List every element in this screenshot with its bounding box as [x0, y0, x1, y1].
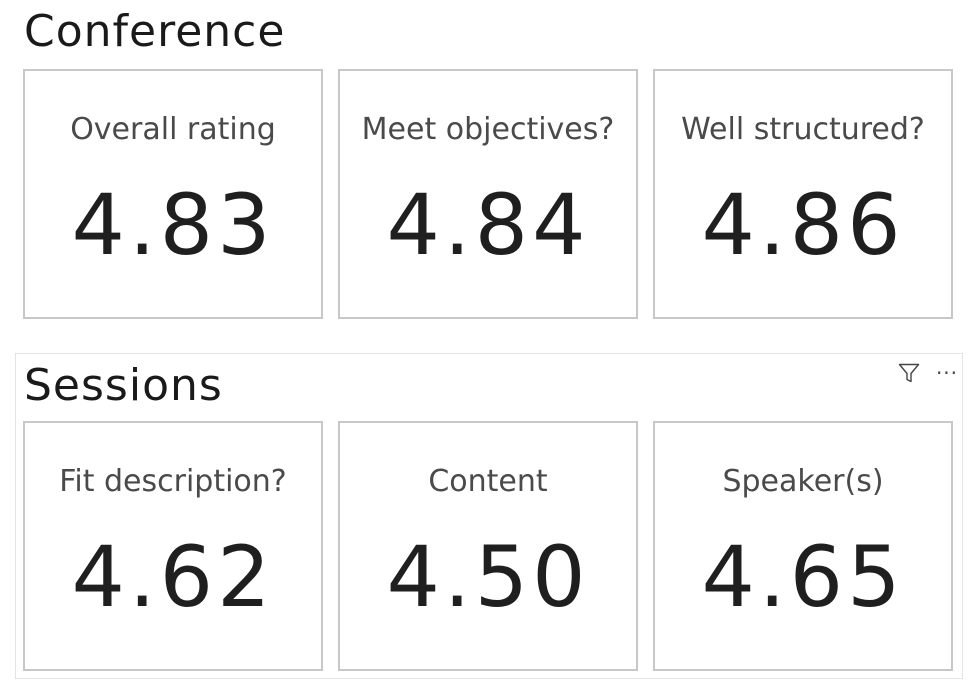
more-options-icon[interactable]: ··· [934, 360, 960, 386]
card-fit-description[interactable]: Fit description? 4.62 [23, 421, 323, 671]
card-label: Meet objectives? [361, 112, 615, 147]
more-options-glyph: ··· [935, 361, 959, 385]
card-label: Overall rating [70, 112, 276, 147]
card-value: 4.84 [386, 176, 590, 274]
card-value: 4.83 [71, 176, 275, 274]
visual-header: ··· [896, 360, 960, 386]
sessions-visual-frame[interactable] [15, 353, 963, 679]
card-label: Content [428, 464, 548, 499]
sessions-title: Sessions [24, 360, 223, 411]
conference-title: Conference [24, 6, 286, 57]
card-label: Speaker(s) [722, 464, 884, 499]
card-label: Well structured? [681, 112, 925, 147]
card-meet-objectives[interactable]: Meet objectives? 4.84 [338, 69, 638, 319]
card-value: 4.86 [701, 176, 905, 274]
card-overall-rating[interactable]: Overall rating 4.83 [23, 69, 323, 319]
card-value: 4.65 [701, 528, 905, 626]
card-well-structured[interactable]: Well structured? 4.86 [653, 69, 953, 319]
filter-icon[interactable] [896, 360, 922, 386]
card-value: 4.62 [71, 528, 275, 626]
card-label: Fit description? [59, 464, 287, 499]
card-content[interactable]: Content 4.50 [338, 421, 638, 671]
card-speakers[interactable]: Speaker(s) 4.65 [653, 421, 953, 671]
card-value: 4.50 [386, 528, 590, 626]
